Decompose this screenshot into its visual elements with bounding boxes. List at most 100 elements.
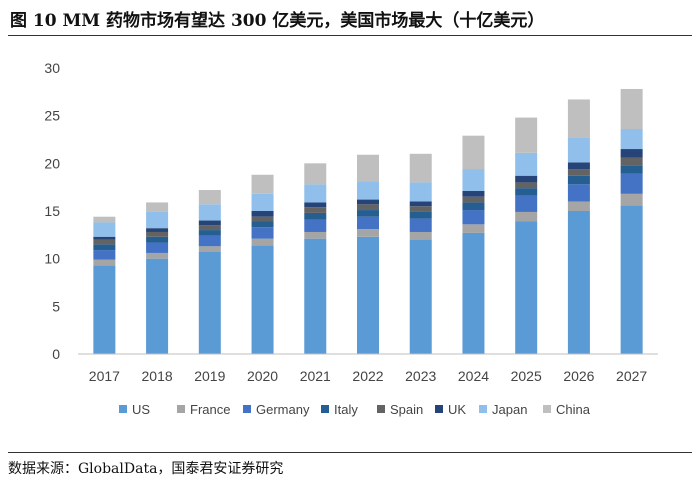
bar-segment-uk-2026 <box>567 162 590 170</box>
y-tick-label: 30 <box>44 60 60 76</box>
legend-swatch-uk <box>435 405 443 413</box>
bar-segment-china-2024 <box>462 135 485 170</box>
bar-segment-japan-2026 <box>567 137 590 163</box>
bar-segment-spain-2025 <box>515 182 538 189</box>
bar-segment-italy-2021 <box>304 212 327 220</box>
bar-segment-france-2026 <box>567 201 590 211</box>
bar-segment-france-2021 <box>304 231 327 239</box>
x-tick-label: 2022 <box>352 368 383 384</box>
bar-segment-us-2023 <box>409 239 432 354</box>
bar-segment-us-2020 <box>251 245 274 354</box>
legend-label-germany: Germany <box>256 402 310 417</box>
title-rule <box>8 35 692 36</box>
bar-segment-spain-2022 <box>357 204 379 211</box>
bar-segment-china-2021 <box>304 163 327 185</box>
bar-segment-us-2021 <box>304 238 327 354</box>
bar-segment-italy-2023 <box>409 211 432 219</box>
bar-segment-spain-2020 <box>251 216 274 222</box>
legend-label-france: France <box>190 402 230 417</box>
legend-swatch-us <box>119 405 127 413</box>
bar-segment-uk-2021 <box>304 202 327 208</box>
bar-segment-uk-2025 <box>515 175 538 183</box>
y-tick-label: 0 <box>52 346 60 362</box>
x-tick-label: 2019 <box>194 368 225 384</box>
y-tick-label: 25 <box>44 108 60 124</box>
bar-segment-us-2017 <box>93 265 116 354</box>
bar-segment-japan-2027 <box>620 129 643 150</box>
bar-segment-france-2017 <box>93 259 116 266</box>
bar-segment-germany-2019 <box>198 235 221 247</box>
bar-segment-france-2019 <box>198 246 221 252</box>
x-tick-label: 2023 <box>405 368 436 384</box>
legend-swatch-spain <box>377 405 385 413</box>
bar-segment-uk-2024 <box>462 190 485 197</box>
bar-segment-japan-2020 <box>251 193 274 211</box>
bar-segment-germany-2021 <box>304 219 327 232</box>
bar-segment-uk-2027 <box>620 149 643 158</box>
bar-segment-uk-2023 <box>409 201 432 207</box>
x-tick-label: 2027 <box>616 368 647 384</box>
x-tick-label: 2018 <box>142 368 173 384</box>
bar-segment-germany-2025 <box>515 195 538 212</box>
bar-segment-germany-2024 <box>462 210 485 225</box>
legend-label-uk: UK <box>448 402 466 417</box>
bar-segment-france-2020 <box>251 238 274 246</box>
legend-label-japan: Japan <box>492 402 527 417</box>
bar-segment-us-2026 <box>567 211 590 354</box>
y-tick-label: 10 <box>44 251 60 267</box>
bar-segment-us-2025 <box>515 221 538 354</box>
bar-segment-germany-2020 <box>251 227 274 239</box>
bar-segment-china-2026 <box>567 99 590 138</box>
bar-segment-germany-2017 <box>93 250 116 260</box>
bar-segment-china-2023 <box>409 153 432 183</box>
bar-segment-spain-2024 <box>462 196 485 203</box>
bar-segment-japan-2025 <box>515 152 538 176</box>
bar-segment-us-2019 <box>198 251 221 354</box>
bar-segment-italy-2027 <box>620 165 643 174</box>
bar-segment-spain-2027 <box>620 157 643 166</box>
bar-segment-spain-2018 <box>146 231 169 237</box>
bar-segment-france-2024 <box>462 224 485 233</box>
bar-segment-france-2018 <box>146 252 169 259</box>
bar-segment-spain-2019 <box>198 225 221 231</box>
y-tick-label: 15 <box>44 203 60 219</box>
bar-segment-spain-2017 <box>93 239 116 245</box>
bar-segment-japan-2018 <box>146 211 169 229</box>
bar-segment-china-2020 <box>251 174 274 194</box>
x-tick-label: 2021 <box>300 368 331 384</box>
bar-segment-japan-2021 <box>304 184 327 203</box>
source-rule <box>8 452 692 453</box>
bar-segment-italy-2025 <box>515 188 538 196</box>
bar-segment-china-2025 <box>515 117 538 153</box>
x-tick-label: 2026 <box>563 368 594 384</box>
bar-segment-china-2018 <box>146 202 169 212</box>
bar-segment-uk-2018 <box>146 228 169 232</box>
bar-segment-uk-2022 <box>357 199 379 205</box>
bar-segment-uk-2020 <box>251 211 274 217</box>
legend-swatch-germany <box>243 405 251 413</box>
legend-swatch-china <box>543 405 551 413</box>
y-tick-label: 5 <box>52 298 60 314</box>
bar-segment-japan-2022 <box>357 181 379 200</box>
legend-label-italy: Italy <box>334 402 358 417</box>
source-note: 数据来源：GlobalData，国泰君安证券研究 <box>8 461 284 477</box>
bar-segment-france-2025 <box>515 211 538 222</box>
bar-segment-uk-2017 <box>93 236 116 240</box>
legend-swatch-italy <box>321 405 329 413</box>
bar-segment-italy-2022 <box>357 210 379 217</box>
x-tick-label: 2017 <box>89 368 120 384</box>
bar-segment-china-2022 <box>357 154 379 182</box>
bar-segment-japan-2023 <box>409 182 432 202</box>
bar-segment-us-2022 <box>357 236 379 354</box>
bar-segment-spain-2026 <box>567 169 590 176</box>
legend-swatch-japan <box>479 405 487 413</box>
bar-segment-italy-2019 <box>198 230 221 236</box>
y-tick-label: 20 <box>44 155 60 171</box>
bar-segment-china-2027 <box>620 88 643 130</box>
x-tick-label: 2025 <box>511 368 542 384</box>
bar-segment-japan-2024 <box>462 169 485 191</box>
bar-segment-us-2018 <box>146 258 169 354</box>
bar-segment-france-2022 <box>357 229 379 237</box>
